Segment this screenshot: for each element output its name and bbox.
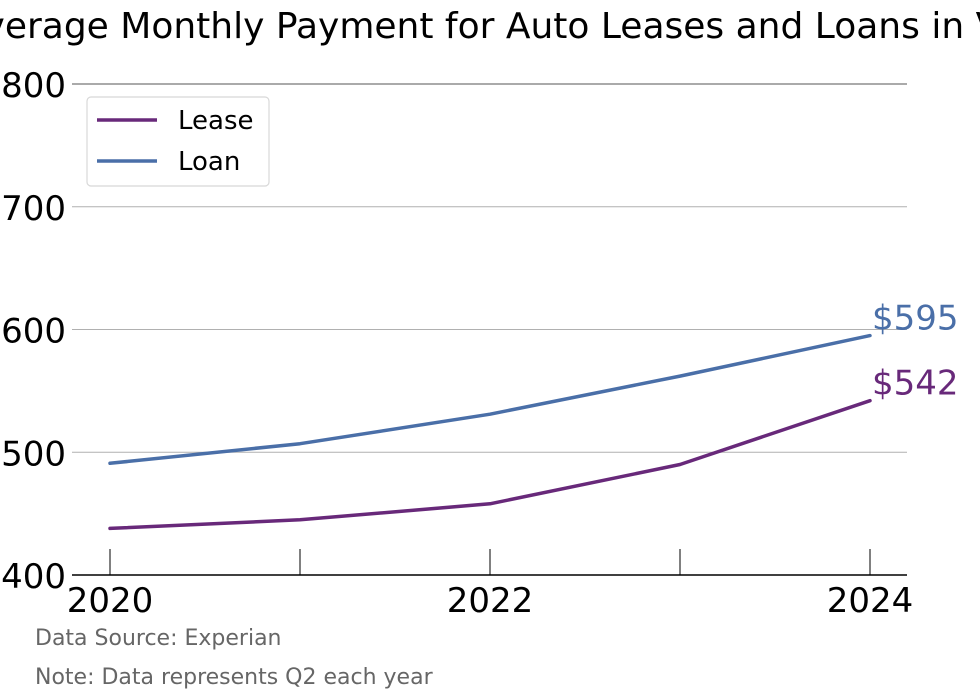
series-line-loan	[108, 333, 872, 466]
x-tick-label: 2022	[447, 581, 534, 621]
end-label-loan: $595	[872, 299, 959, 339]
end-label-lease: $542	[872, 364, 959, 404]
data-note: Note: Data represents Q2 each year	[35, 665, 434, 690]
legend: Lease Loan	[86, 96, 270, 187]
end-labels: $542 $595	[872, 299, 959, 404]
gridlines	[72, 83, 907, 453]
x-tick-label: 2020	[67, 581, 154, 621]
y-axis: $400 $500 $600 $700 $800	[0, 66, 66, 597]
y-tick-label: $600	[0, 312, 66, 352]
y-tick-label: $400	[0, 557, 66, 597]
chart-title: Average Monthly Payment for Auto Leases …	[0, 6, 980, 47]
series-lines	[108, 333, 872, 531]
series-line-lease	[108, 398, 872, 531]
y-tick-label: $700	[0, 189, 66, 229]
y-tick-label: $800	[0, 66, 66, 106]
data-source-note: Data Source: Experian	[35, 626, 282, 651]
x-axis: 2020 2022 2024	[67, 549, 914, 621]
legend-label-lease: Lease	[178, 106, 254, 136]
x-tick-label: 2024	[827, 581, 914, 621]
y-tick-label: $500	[0, 434, 66, 474]
legend-label-loan: Loan	[178, 147, 240, 177]
